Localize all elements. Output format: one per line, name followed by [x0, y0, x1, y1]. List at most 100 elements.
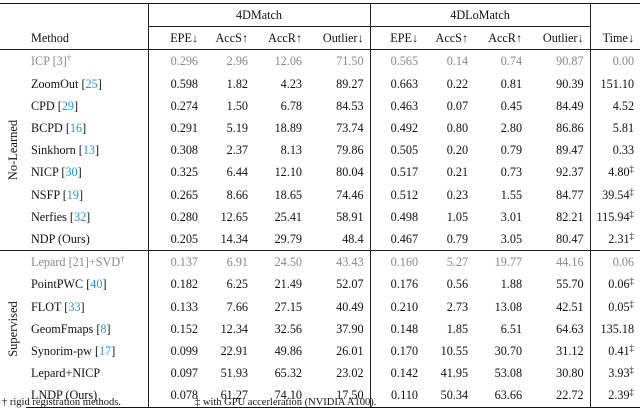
value-text: 79.86 — [336, 143, 364, 158]
value-text: 18.65 — [274, 187, 302, 202]
citation-link[interactable]: 3 — [56, 54, 63, 69]
gpu-mark: ‡ — [629, 186, 635, 197]
value-text: 0.110 — [391, 388, 419, 403]
value-text: 0.14 — [446, 54, 469, 69]
citation-link[interactable]: 17 — [99, 344, 112, 359]
value-text: 3.05 — [500, 232, 523, 247]
column-header: AccR↑ — [488, 31, 523, 46]
citation-link[interactable]: 30 — [65, 165, 78, 180]
value-cell: 26.01 — [308, 340, 371, 363]
value-text: 0.00 — [612, 54, 635, 69]
value-cell: 90.87 — [528, 49, 591, 73]
value-text: 84.77 — [556, 187, 584, 202]
value-cell: 6.44 — [204, 161, 254, 183]
value-cell: 52.07 — [308, 273, 371, 296]
value-cell: 0.512 — [370, 184, 424, 206]
value-text: 0.21 — [446, 165, 469, 180]
value-cell: 49.86 — [254, 340, 308, 362]
value-cell: 92.37 — [528, 161, 591, 184]
value-cell: 79.86 — [308, 139, 371, 162]
value-text: 12.65 — [220, 209, 248, 224]
value-text: 21.49 — [274, 277, 302, 292]
table-body: No-Learned ICP [3]† 0.296 2.96 12.06 71.50 0.5… — [0, 49, 640, 408]
citation-link[interactable]: 13 — [82, 143, 95, 158]
value-text: 17.50 — [336, 388, 364, 403]
method-cell: NICP [30] — [26, 161, 149, 184]
value-text: 63.66 — [494, 388, 523, 403]
column-header: EPE↓ — [390, 31, 419, 46]
value-cell: 0.06‡ — [590, 273, 640, 295]
method-cell: GeomFmaps [8] — [26, 317, 149, 341]
value-cell: 0.148 — [370, 318, 424, 340]
value-cell: 0.22 — [424, 73, 474, 95]
value-cell: 6.91 — [204, 250, 254, 274]
table-row: No-Learned ICP [3]† 0.296 2.96 12.06 71.50 0.5… — [0, 49, 640, 251]
citation-link[interactable]: 19 — [66, 187, 79, 202]
citation-link[interactable]: 16 — [69, 121, 83, 136]
value-text: 42.51 — [556, 299, 584, 314]
value-text: 0.463 — [390, 98, 419, 113]
value-text: 5.19 — [226, 121, 248, 136]
method-cell: Lepard [21]+SVD† — [26, 250, 149, 274]
value-text: 26.01 — [336, 344, 364, 359]
citation-link[interactable]: 25 — [85, 76, 98, 91]
value-cell: 0.078 — [148, 384, 204, 408]
value-cell: 1.05 — [424, 206, 474, 228]
value-cell: 73.74 — [308, 117, 371, 140]
method-name: Lepard+NICP — [31, 366, 101, 381]
citation-link[interactable]: 21 — [72, 255, 85, 270]
citation-link[interactable]: 8 — [100, 321, 107, 336]
citation-link[interactable]: 33 — [68, 299, 81, 314]
value-text: 32.56 — [274, 321, 302, 336]
value-text: 3.01 — [500, 209, 523, 224]
method-name: NSFP — [31, 187, 60, 202]
table-row: NDP (Ours) 0.205 14.34 29.79 48.4 0.467 0.79 3.… — [0, 228, 640, 251]
value-cell: 18.65 — [254, 184, 308, 206]
gpu-mark: ‡ — [629, 231, 635, 242]
value-text: 8.66 — [226, 187, 248, 202]
value-text: 64.63 — [556, 321, 584, 336]
value-cell: 84.53 — [308, 94, 371, 118]
method-name: Nerfies — [31, 209, 67, 224]
citation-link[interactable]: 29 — [61, 98, 75, 113]
value-text: 31.12 — [556, 344, 584, 359]
method-cell: Nerfies [32] — [26, 205, 149, 229]
value-text: 0.663 — [390, 76, 419, 91]
column-header: Outlier↓ — [308, 26, 371, 50]
citation-link[interactable]: 32 — [73, 209, 87, 224]
value-cell: 32.56 — [254, 318, 308, 340]
value-text: 2.96 — [226, 54, 248, 69]
gpu-mark: ‡ — [629, 276, 635, 287]
value-cell: 3.93‡ — [590, 362, 640, 384]
value-text: 73.74 — [336, 121, 364, 136]
value-text: 1.85 — [446, 321, 469, 336]
value-cell: 29.79 — [254, 228, 308, 251]
value-text: 44.16 — [556, 255, 584, 270]
method-suffix: +SVD — [88, 255, 121, 270]
value-text: 0.05 — [608, 299, 630, 314]
value-text: 0.492 — [390, 121, 419, 136]
column-header: AccS↑ — [435, 31, 469, 46]
column-header-method: Method — [26, 26, 149, 50]
value-cell: 5.81 — [590, 117, 640, 139]
value-text: 48.4 — [342, 232, 364, 247]
value-cell: 0.110 — [370, 384, 425, 408]
value-cell: 6.51 — [474, 318, 528, 340]
gpu-mark: ‡ — [629, 387, 635, 398]
value-text: 90.87 — [556, 54, 584, 69]
value-text: 2.39 — [608, 388, 630, 403]
value-cell: 0.498 — [370, 206, 424, 228]
value-text: 82.21 — [556, 209, 584, 224]
value-text: 4.23 — [280, 76, 302, 91]
value-text: 2.73 — [446, 299, 469, 314]
value-text: 30.80 — [556, 366, 584, 381]
method-name: PointPWC — [31, 277, 84, 292]
value-text: 0.74 — [500, 54, 523, 69]
value-text: 6.91 — [226, 255, 248, 270]
value-text: 90.39 — [556, 76, 584, 91]
corner-cell — [0, 27, 26, 50]
citation-link[interactable]: 40 — [90, 277, 103, 292]
value-text: 30.70 — [494, 344, 523, 359]
value-text: 1.05 — [446, 209, 469, 224]
value-cell: 1.85 — [424, 318, 474, 340]
